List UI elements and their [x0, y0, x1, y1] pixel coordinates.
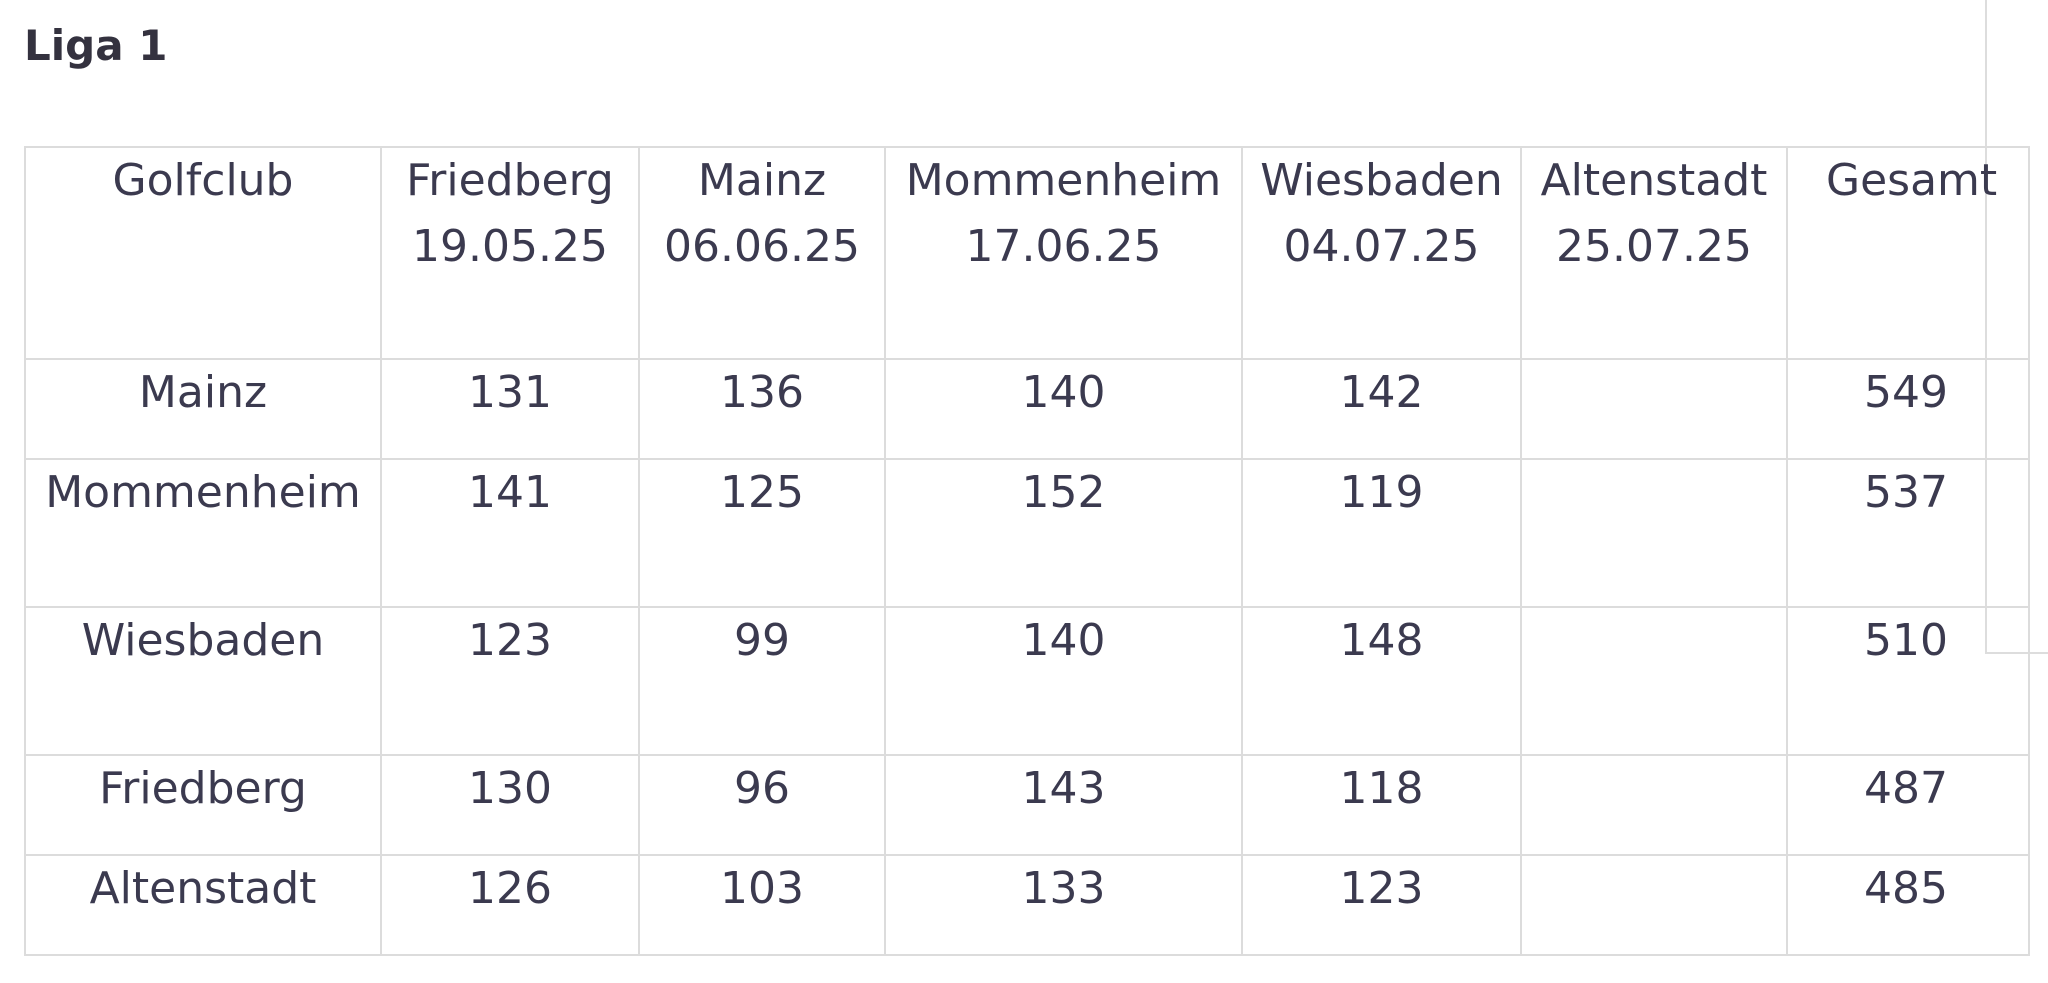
- table-row: Altenstadt 126 103 133 123 485: [24, 854, 2030, 956]
- column-header-mainz: Mainz 06.06.25: [638, 146, 886, 360]
- score-cell: 123: [1241, 854, 1522, 956]
- score-cell: [1520, 854, 1788, 956]
- score-cell: [1520, 606, 1788, 756]
- column-header-gesamt: Gesamt: [1786, 146, 2030, 360]
- club-name-cell: Altenstadt: [24, 854, 382, 956]
- score-cell: 142: [1241, 358, 1522, 460]
- score-cell: 118: [1241, 754, 1522, 856]
- club-name-cell: Mainz: [24, 358, 382, 460]
- table-row: Friedberg 130 96 143 118 487: [24, 754, 2030, 856]
- score-cell: 126: [380, 854, 640, 956]
- column-header-date: 06.06.25: [664, 221, 860, 272]
- column-header-label: Wiesbaden: [1260, 155, 1503, 206]
- score-cell: 148: [1241, 606, 1522, 756]
- score-cell: 140: [884, 606, 1243, 756]
- column-header-label: Mainz: [697, 155, 827, 206]
- column-header-label: Friedberg: [406, 155, 614, 206]
- score-cell: 141: [380, 458, 640, 608]
- club-name-cell: Wiesbaden: [24, 606, 382, 756]
- column-header-label: Gesamt: [1826, 155, 1998, 206]
- table-row: Mommenheim 141 125 152 119 537: [24, 458, 2030, 608]
- club-name-cell: Friedberg: [24, 754, 382, 856]
- column-header-date: 17.06.25: [965, 221, 1162, 272]
- score-cell: [1520, 358, 1788, 460]
- score-cell: 103: [638, 854, 886, 956]
- column-header-wiesbaden: Wiesbaden 04.07.25: [1241, 146, 1522, 360]
- score-cell: 131: [380, 358, 640, 460]
- column-header-date: 04.07.25: [1283, 221, 1480, 272]
- score-cell: 123: [380, 606, 640, 756]
- column-header-golfclub: Golfclub: [24, 146, 382, 360]
- score-cell: 96: [638, 754, 886, 856]
- column-header-friedberg: Friedberg 19.05.25: [380, 146, 640, 360]
- score-cell: 143: [884, 754, 1243, 856]
- column-header-date: 19.05.25: [412, 221, 608, 272]
- score-cell: [1520, 754, 1788, 856]
- total-cell: 485: [1786, 854, 2030, 956]
- score-cell: 99: [638, 606, 886, 756]
- total-cell: 549: [1786, 358, 2030, 460]
- score-cell: 119: [1241, 458, 1522, 608]
- table-header-row: Golfclub Friedberg 19.05.25 Mainz 06.06.…: [24, 146, 2030, 360]
- table-row: Wiesbaden 123 99 140 148 510: [24, 606, 2030, 756]
- page-title: Liga 1: [24, 21, 168, 70]
- total-cell: 487: [1786, 754, 2030, 856]
- results-table: Golfclub Friedberg 19.05.25 Mainz 06.06.…: [24, 146, 2030, 956]
- column-header-label: Mommenheim: [905, 155, 1222, 206]
- total-cell: 510: [1786, 606, 2030, 756]
- column-header-altenstadt: Altenstadt 25.07.25: [1520, 146, 1788, 360]
- score-cell: 152: [884, 458, 1243, 608]
- column-header-mommenheim: Mommenheim 17.06.25: [884, 146, 1243, 360]
- score-cell: 136: [638, 358, 886, 460]
- club-name-cell: Mommenheim: [24, 458, 382, 608]
- column-header-date: 25.07.25: [1556, 221, 1752, 272]
- score-cell: 140: [884, 358, 1243, 460]
- score-cell: 125: [638, 458, 886, 608]
- score-cell: 133: [884, 854, 1243, 956]
- column-header-label: Altenstadt: [1540, 155, 1768, 206]
- table-row: Mainz 131 136 140 142 549: [24, 358, 2030, 460]
- score-cell: [1520, 458, 1788, 608]
- score-cell: 130: [380, 754, 640, 856]
- total-cell: 537: [1786, 458, 2030, 608]
- column-header-label: Golfclub: [112, 155, 294, 206]
